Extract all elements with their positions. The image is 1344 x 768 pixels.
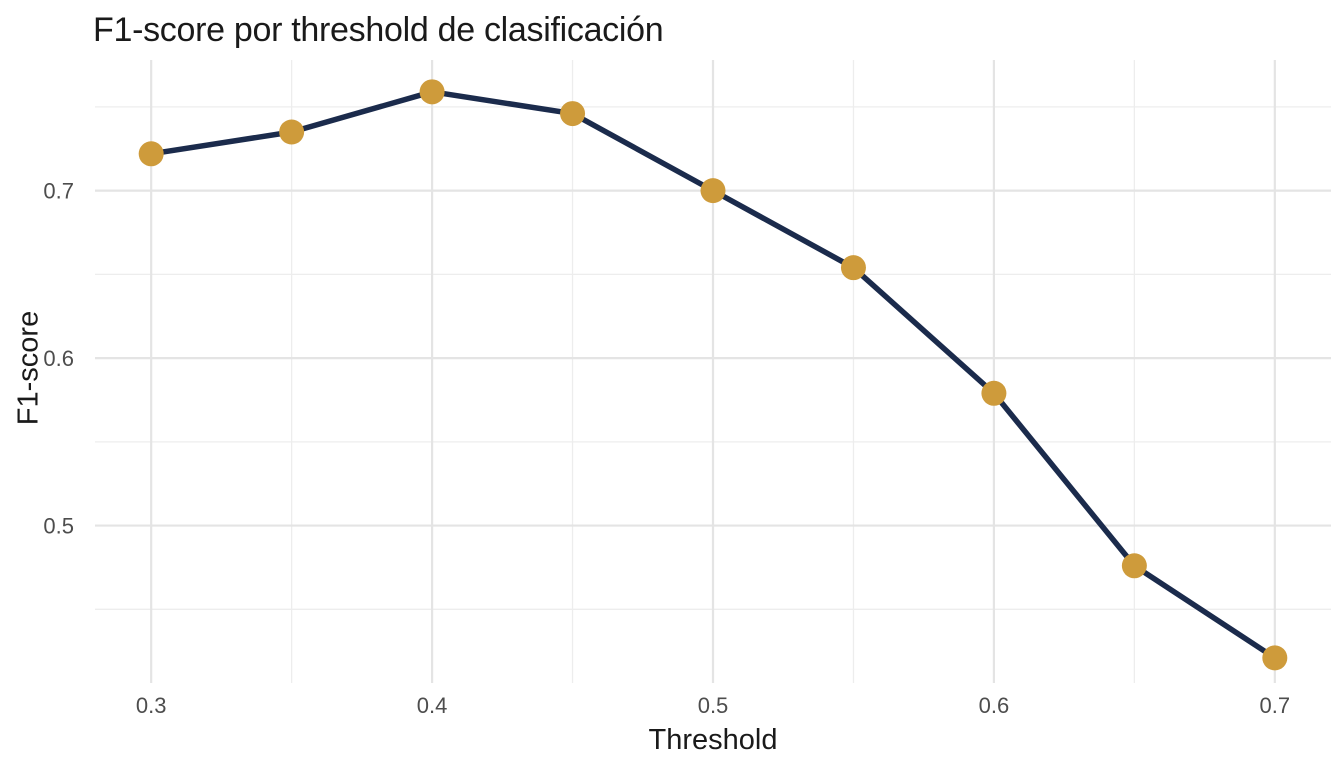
data-point xyxy=(560,101,586,127)
x-tick-label: 0.3 xyxy=(136,693,167,718)
x-tick-label: 0.7 xyxy=(1260,693,1291,718)
data-point xyxy=(138,141,164,167)
data-point xyxy=(1121,553,1147,579)
y-axis-title: F1-score xyxy=(12,310,45,426)
chart-title: F1-score por threshold de clasificación xyxy=(93,11,664,49)
x-tick-label: 0.5 xyxy=(698,693,729,718)
data-point xyxy=(700,178,726,204)
data-point xyxy=(981,380,1007,406)
data-point xyxy=(419,79,445,105)
y-tick-label: 0.6 xyxy=(43,346,74,371)
data-point xyxy=(1262,645,1288,671)
x-tick-label: 0.4 xyxy=(417,693,448,718)
y-tick-label: 0.7 xyxy=(43,179,74,204)
data-point xyxy=(840,255,866,281)
x-axis-title: Threshold xyxy=(648,724,778,756)
y-tick-label: 0.5 xyxy=(43,514,74,539)
x-tick-label: 0.6 xyxy=(979,693,1010,718)
data-point xyxy=(279,119,305,145)
